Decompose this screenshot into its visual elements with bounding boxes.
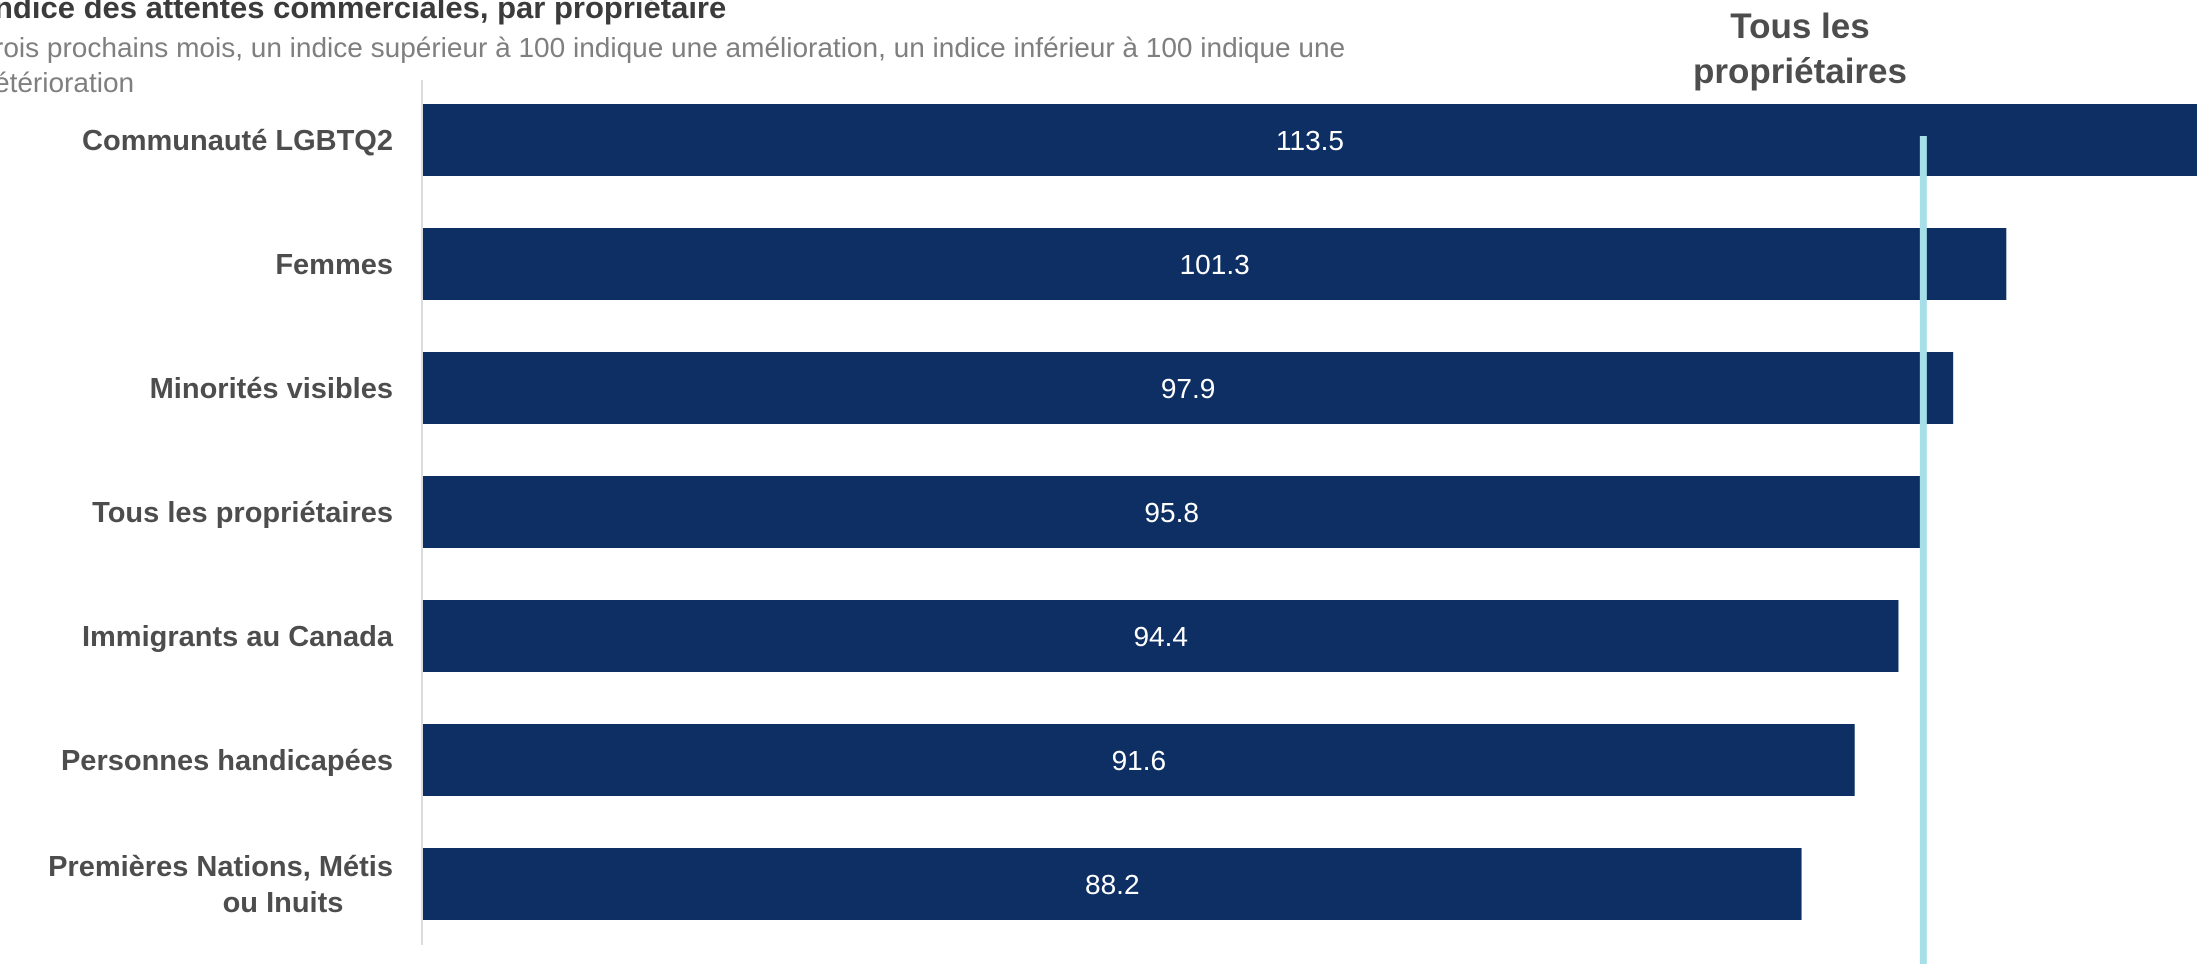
tick-label: Tous les propriétaires bbox=[92, 497, 393, 529]
chart-title: ndice des attentes commerciales, par pro… bbox=[0, 0, 727, 25]
category-label: Personnes handicapées bbox=[61, 745, 393, 777]
chart-subtitle: rois prochains mois, un indice supérieur… bbox=[0, 32, 1346, 98]
data-label: 101.3 bbox=[1180, 249, 1250, 280]
category-label: Minorités visibles bbox=[150, 373, 393, 405]
category-label: Premières Nations, Métis ou Inuits bbox=[48, 851, 393, 919]
bar bbox=[423, 352, 1954, 424]
bar bbox=[423, 600, 1899, 672]
tick-label: Personnes handicapées bbox=[61, 745, 393, 777]
bar bbox=[423, 848, 1802, 920]
tick-label: Femmes bbox=[275, 249, 393, 281]
tick-label: Minorités visibles bbox=[150, 373, 393, 405]
bar bbox=[423, 476, 1921, 548]
data-label: 113.5 bbox=[1276, 125, 1344, 156]
category-label: Communauté LGBTQ2 bbox=[82, 125, 393, 157]
bar bbox=[423, 228, 2007, 300]
data-label: 94.4 bbox=[1133, 621, 1188, 652]
bar bbox=[423, 724, 1855, 796]
data-label: 88.2 bbox=[1085, 869, 1140, 900]
tick-label: Immigrants au Canada bbox=[82, 621, 394, 653]
tick-label: Communauté LGBTQ2 bbox=[82, 125, 393, 157]
reference-line-label: Tous les propriétaires bbox=[1693, 7, 1907, 91]
category-label: Tous les propriétaires bbox=[92, 497, 393, 529]
category-label: Immigrants au Canada bbox=[82, 621, 394, 653]
bar bbox=[423, 104, 2197, 176]
data-label: 95.8 bbox=[1144, 497, 1199, 528]
data-label: 97.9 bbox=[1161, 373, 1216, 404]
data-label: 91.6 bbox=[1112, 745, 1167, 776]
tick-label: ou Inuits bbox=[223, 887, 344, 919]
category-label: Femmes bbox=[275, 249, 393, 281]
tick-label: Premières Nations, Métis bbox=[48, 851, 393, 883]
